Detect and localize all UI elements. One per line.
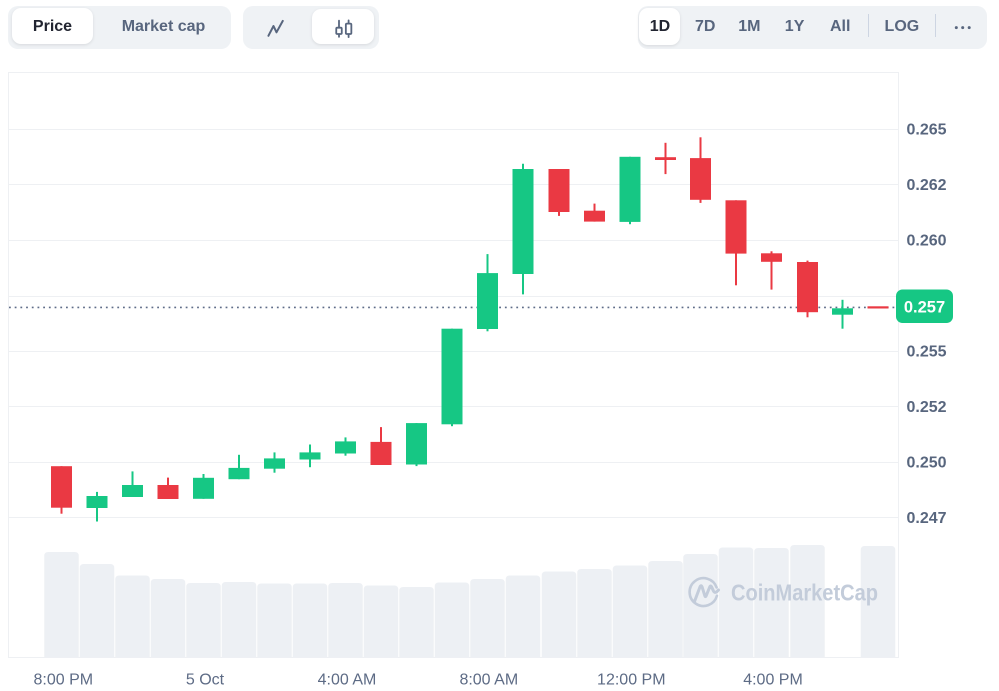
svg-text:12:00 PM: 12:00 PM: [597, 672, 665, 689]
svg-text:0.255: 0.255: [907, 344, 947, 361]
svg-text:5 Oct: 5 Oct: [186, 672, 225, 689]
svg-text:CoinMarketCap: CoinMarketCap: [731, 580, 878, 606]
svg-text:0.265: 0.265: [907, 122, 947, 139]
svg-text:0.247: 0.247: [907, 510, 947, 527]
svg-text:8:00 PM: 8:00 PM: [34, 672, 94, 689]
svg-text:0.252: 0.252: [907, 399, 947, 416]
svg-text:4:00 AM: 4:00 AM: [318, 672, 377, 689]
svg-text:0.250: 0.250: [907, 455, 947, 472]
svg-text:0.257: 0.257: [904, 298, 945, 316]
svg-text:8:00 AM: 8:00 AM: [459, 672, 518, 689]
svg-text:0.260: 0.260: [907, 233, 947, 250]
svg-text:4:00 PM: 4:00 PM: [743, 672, 803, 689]
svg-text:0.262: 0.262: [907, 177, 947, 194]
